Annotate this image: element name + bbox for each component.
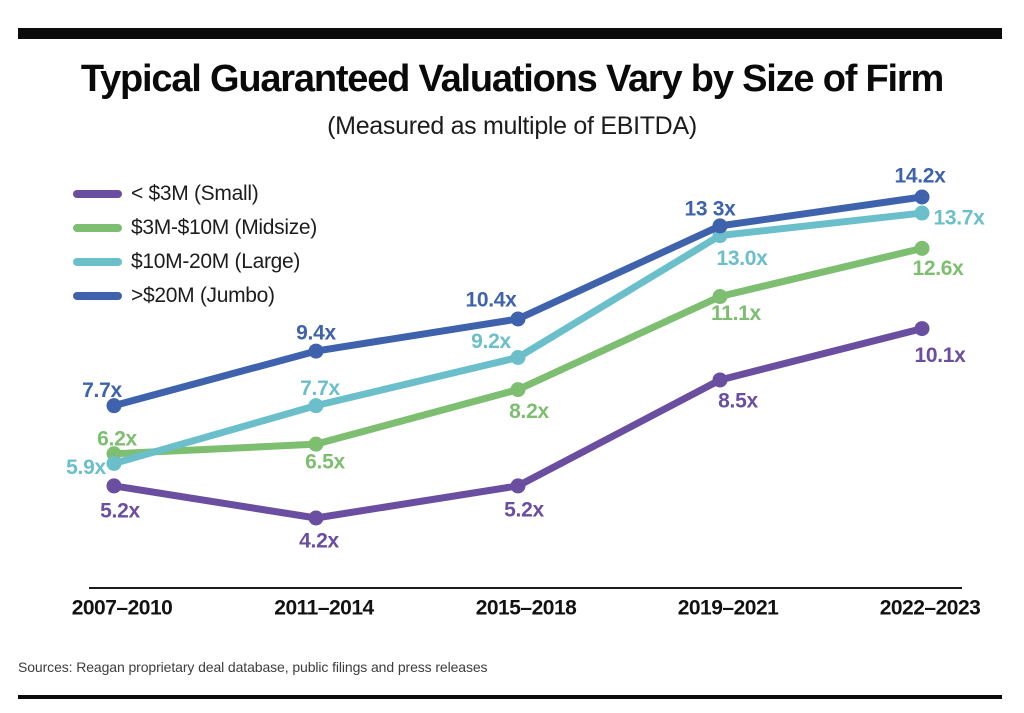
x-axis-tick-label: 2011–2014 [274,597,374,620]
data-label-large: 13.7x [933,207,985,230]
data-point-large [510,350,526,365]
data-point-midsize [308,436,324,452]
source-note: Sources: Reagan proprietary deal databas… [18,659,488,675]
legend-swatch [73,224,122,232]
series-line-large [110,209,926,467]
data-point-jumbo [106,398,122,414]
data-point-jumbo [712,218,728,234]
data-label-midsize: 8.2x [509,400,549,423]
data-point-small [308,510,324,526]
legend-label: $10M-20M (Large) [131,250,301,273]
data-point-large [106,455,122,471]
data-point-jumbo [510,311,526,327]
data-label-small: 5.2x [100,499,140,522]
legend-label: $3M-$10M (Midsize) [131,216,317,239]
legend-item-midsize: $3M-$10M (Midsize) [73,211,317,245]
data-point-large [308,398,324,414]
data-label-jumbo: 13 3x [684,197,736,220]
data-point-small [106,478,122,494]
data-label-large: 5.9x [66,456,106,479]
data-label-jumbo: 10.4x [465,288,517,311]
data-point-midsize [914,240,930,256]
data-label-jumbo: 9.4x [296,322,336,345]
legend-item-small: < $3M (Small) [73,177,317,211]
legend: < $3M (Small) $3M-$10M (Midsize) $10M-20M … [73,177,317,313]
data-point-midsize [712,289,728,305]
data-label-midsize: 6.5x [305,451,345,474]
legend-item-jumbo: >$20M (Jumbo) [73,279,317,313]
bottom-rule [18,695,1002,699]
data-point-large [914,205,930,221]
data-point-jumbo [914,189,930,205]
x-axis-tick-label: 2007–2010 [72,597,173,620]
data-label-jumbo: 7.7x [82,379,122,402]
data-label-midsize: 12.6x [912,257,964,280]
chart-subtitle: (Measured as multiple of EBITDA) [327,112,697,140]
legend-swatch [73,292,122,300]
data-label-small: 10.1x [914,344,966,367]
legend-swatch [73,258,122,266]
data-point-small [712,372,728,388]
x-axis-tick-label: 2022–2023 [880,597,981,620]
top-rule [18,28,1002,39]
x-axis-tick-label: 2019–2021 [678,597,779,620]
data-label-large: 7.7x [300,377,340,400]
data-label-small: 8.5x [718,389,758,412]
data-label-small: 4.2x [299,530,339,553]
legend-label: < $3M (Small) [131,182,259,205]
legend-swatch [73,190,122,198]
data-point-small [510,478,526,494]
data-label-jumbo: 14.2x [894,165,946,188]
data-label-large: 9.2x [471,330,511,353]
data-label-small: 5.2x [504,498,544,521]
legend-item-large: $10M-20M (Large) [73,245,317,279]
data-label-midsize: 11.1x [711,302,762,325]
legend-label: >$20M (Jumbo) [131,284,275,307]
data-point-jumbo [308,343,324,359]
data-point-midsize [510,382,526,398]
data-label-large: 13.0x [716,247,768,270]
data-label-midsize: 6.2x [97,427,137,450]
x-axis-tick-label: 2015–2018 [476,597,577,620]
chart-title: Typical Guaranteed Valuations Vary by Si… [80,58,944,100]
data-point-small [914,321,930,337]
